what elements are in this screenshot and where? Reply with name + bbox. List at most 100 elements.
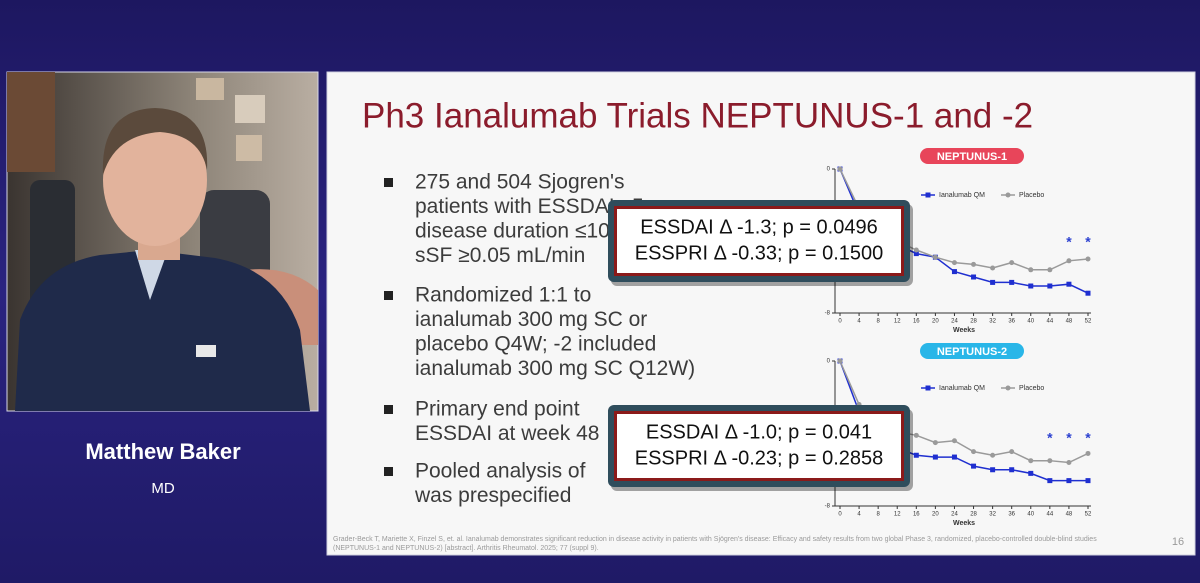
- data-point: [1066, 281, 1072, 287]
- bullet-text: was prespecified: [414, 484, 571, 507]
- bullet-text: disease duration ≤10 y,: [415, 220, 630, 243]
- legend-label: Placebo: [1019, 192, 1044, 199]
- bullet-marker: [384, 467, 393, 476]
- x-tick-label: 16: [913, 512, 920, 518]
- chart-label: NEPTUNUS-1: [937, 151, 1007, 163]
- legend-marker: [1005, 192, 1011, 198]
- x-tick-label: 44: [1047, 512, 1054, 518]
- face: [103, 114, 207, 246]
- data-point: [837, 166, 843, 172]
- bullet-text: 275 and 504 Sjogren's: [415, 171, 625, 194]
- significance-marker: *: [1085, 430, 1091, 446]
- hair: [102, 108, 208, 175]
- data-point: [913, 452, 919, 458]
- legend-marker: [925, 385, 931, 391]
- citation: Grader-Beck T, Mariette X, Finzel S, et.…: [333, 536, 1097, 543]
- x-axis-title: Weeks: [953, 520, 975, 527]
- x-tick-label: 4: [857, 319, 861, 325]
- data-point: [1085, 290, 1091, 296]
- callout-box: [617, 414, 901, 478]
- data-point: [1085, 256, 1091, 262]
- x-tick-label: 52: [1085, 319, 1092, 325]
- x-tick-label: 12: [894, 512, 901, 518]
- bullet-text: ianalumab 300 mg SC Q12W): [415, 357, 695, 380]
- data-point: [1085, 478, 1091, 484]
- bullet-marker: [384, 291, 393, 300]
- slide-title: Ph3 Ianalumab Trials NEPTUNUS-1 and -2: [362, 96, 1033, 135]
- significance-marker: *: [1066, 234, 1072, 250]
- y-tick-label: 0: [827, 167, 831, 173]
- bullet-text: ianalumab 300 mg SC or: [415, 308, 647, 331]
- x-axis-title: Weeks: [953, 327, 975, 334]
- significance-marker: *: [1085, 234, 1091, 250]
- data-point: [1066, 258, 1072, 264]
- data-point: [971, 261, 977, 267]
- x-tick-label: 52: [1085, 512, 1092, 518]
- data-point: [932, 254, 938, 260]
- photo: [196, 78, 224, 100]
- data-point: [1028, 470, 1034, 476]
- x-tick-label: 16: [913, 319, 920, 325]
- data-point: [1066, 460, 1072, 465]
- x-tick-label: 0: [838, 512, 842, 518]
- legend-label: Ianalumab QM: [939, 385, 985, 392]
- x-tick-label: 0: [838, 319, 842, 325]
- data-point: [1009, 467, 1015, 473]
- x-tick-label: 48: [1066, 512, 1073, 518]
- speaker-name: Matthew Baker: [85, 439, 241, 464]
- collar: [135, 250, 168, 300]
- x-tick-label: 48: [1066, 319, 1073, 325]
- y-tick-label: 0: [827, 359, 831, 365]
- x-tick-label: 28: [970, 512, 977, 518]
- callouts: ESSDAI Δ -1.3; p = 0.0496 ESSPRI Δ -0.33;…: [608, 200, 913, 491]
- speaker-title: MD: [151, 480, 174, 497]
- bullet-text: Pooled analysis of: [415, 460, 586, 483]
- callout-text: ESSPRI Δ -0.33; p = 0.1500: [635, 242, 884, 264]
- x-tick-label: 28: [970, 319, 977, 325]
- wall-frame: [7, 72, 55, 172]
- data-point: [1066, 478, 1072, 484]
- y-tick-label: -8: [825, 504, 831, 510]
- data-point: [1047, 267, 1053, 273]
- data-point: [971, 274, 977, 280]
- data-point: [932, 440, 938, 446]
- data-point: [1009, 260, 1015, 266]
- data-point: [971, 463, 977, 469]
- legend-marker: [1005, 385, 1011, 391]
- data-point: [1047, 458, 1053, 464]
- callout-text: ESSDAI Δ -1.0; p = 0.041: [646, 421, 872, 443]
- x-tick-label: 24: [951, 512, 958, 518]
- data-point: [971, 449, 977, 455]
- data-point: [990, 452, 996, 458]
- callout-text: ESSDAI Δ -1.3; p = 0.0496: [640, 216, 877, 238]
- data-point: [1028, 267, 1034, 273]
- data-point: [951, 454, 957, 460]
- speaker-video: [6, 71, 319, 412]
- data-point: [913, 247, 919, 253]
- significance-marker: *: [1047, 430, 1053, 446]
- x-tick-label: 20: [932, 512, 939, 518]
- x-tick-label: 32: [989, 512, 996, 518]
- data-point: [1028, 283, 1034, 289]
- citation: (NEPTUNUS-1 and NEPTUNUS-2) [abstract]. …: [333, 545, 599, 552]
- chart-label-pill: [920, 148, 1024, 164]
- data-point: [837, 358, 843, 364]
- legend-marker: [925, 192, 931, 198]
- photo: [235, 95, 265, 123]
- page-number: 16: [1172, 536, 1184, 548]
- data-point: [1009, 449, 1015, 455]
- x-tick-label: 32: [989, 319, 996, 325]
- y-tick-label: -8: [825, 311, 831, 317]
- x-tick-label: 44: [1047, 319, 1054, 325]
- photo: [236, 135, 262, 161]
- x-tick-label: 8: [876, 512, 880, 518]
- data-point: [951, 269, 957, 275]
- callout-box: [617, 209, 901, 273]
- data-point: [990, 279, 996, 285]
- callout-text: ESSPRI Δ -0.23; p = 0.2858: [635, 447, 884, 469]
- data-point: [990, 467, 996, 473]
- data-point: [1047, 478, 1053, 484]
- bullet-text: sSF ≥0.05 mL/min: [415, 244, 585, 267]
- bullet-marker: [384, 405, 393, 414]
